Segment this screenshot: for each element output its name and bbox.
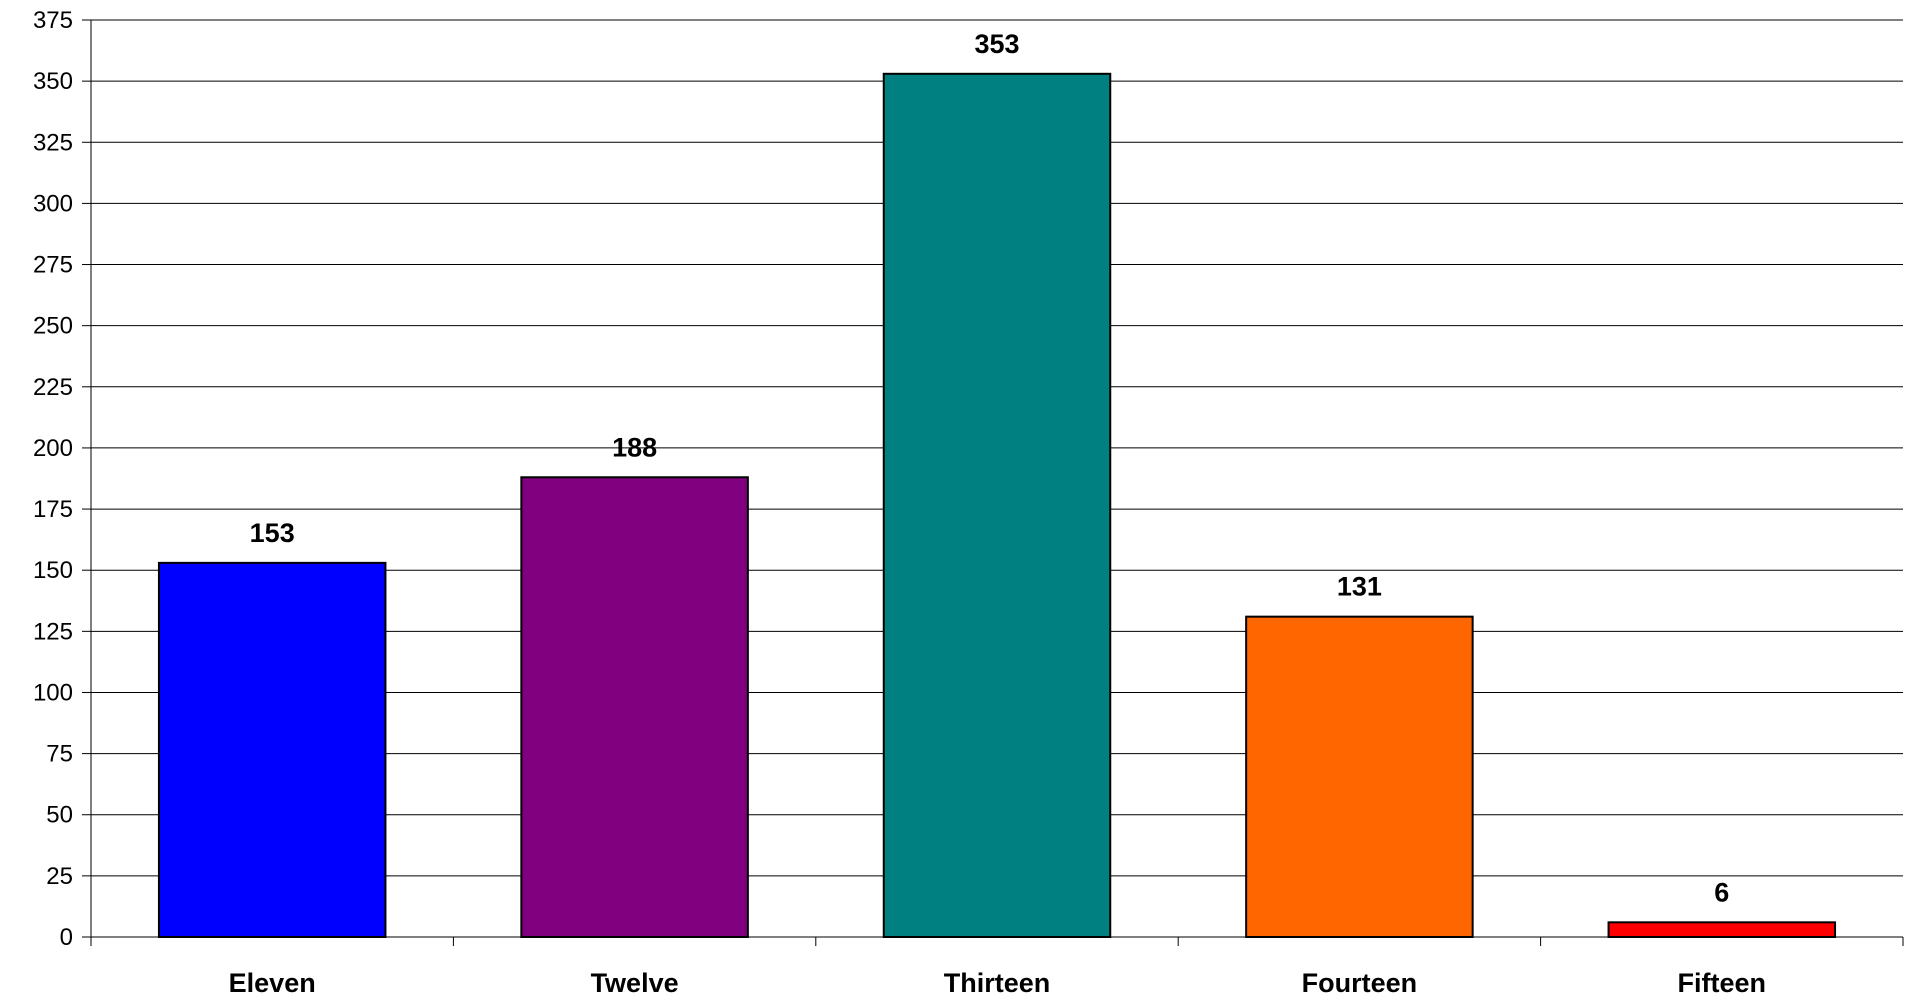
y-tick-label: 200 xyxy=(33,435,73,462)
y-tick-label: 175 xyxy=(33,496,73,523)
y-tick-label: 50 xyxy=(46,802,73,829)
data-label: 188 xyxy=(612,432,657,462)
x-tick-label: Thirteen xyxy=(944,968,1051,998)
labels: 0 25 50 75 100 125 150 175 200 225 250 275 300 325 350… xyxy=(33,7,1766,998)
y-tick-label: 0 xyxy=(60,924,73,951)
y-tick-label: 275 xyxy=(33,252,73,279)
data-label: 6 xyxy=(1714,877,1729,907)
y-tick-label: 75 xyxy=(46,741,73,768)
y-tick-label: 225 xyxy=(33,374,73,401)
x-tick-label: Eleven xyxy=(229,968,316,998)
x-tick-label: Fourteen xyxy=(1302,968,1418,998)
y-tick-label: 125 xyxy=(33,618,73,645)
bar-twelve xyxy=(520,476,749,938)
y-tick-label: 25 xyxy=(46,863,73,890)
data-label: 153 xyxy=(250,518,295,548)
y-tick-label: 350 xyxy=(33,68,73,95)
y-tick-label: 250 xyxy=(33,313,73,340)
axes xyxy=(82,19,1904,946)
y-tick-label: 325 xyxy=(33,129,73,156)
bar-fourteen xyxy=(1245,615,1474,938)
x-tick-label: Fifteen xyxy=(1678,968,1767,998)
y-tick-label: 100 xyxy=(33,679,73,706)
bars xyxy=(157,72,1837,939)
y-tick-label: 150 xyxy=(33,557,73,584)
data-label: 131 xyxy=(1337,572,1382,602)
y-tick-label: 375 xyxy=(33,7,73,34)
x-tick-label: Twelve xyxy=(591,968,679,998)
bar-thirteen xyxy=(882,72,1112,938)
bar-eleven xyxy=(157,561,387,938)
data-label: 353 xyxy=(974,29,1019,59)
y-tick-label: 300 xyxy=(33,190,73,217)
bar-fifteen xyxy=(1607,921,1837,939)
